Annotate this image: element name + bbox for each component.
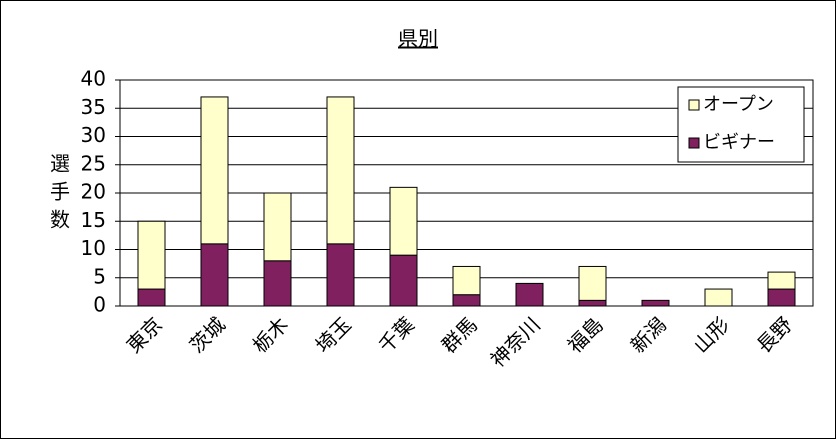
bar [389, 254, 418, 307]
bar [137, 288, 166, 307]
y-tick-label: 40 [81, 67, 106, 91]
bar [515, 282, 544, 307]
y-tick-label: 20 [81, 180, 106, 204]
legend-label: ビギナー [703, 132, 775, 153]
legend-swatch [688, 99, 700, 111]
legend-swatch [688, 137, 700, 149]
y-tick-label: 30 [81, 123, 106, 147]
bar [641, 299, 670, 307]
bar [452, 265, 481, 296]
bar [263, 192, 292, 262]
y-tick-label: 10 [81, 236, 106, 260]
y-tick-label: 15 [81, 208, 106, 232]
y-axis-label: 選手数 [47, 153, 71, 237]
y-tick-label: 25 [81, 151, 106, 175]
bar [137, 220, 166, 290]
bar [389, 186, 418, 256]
y-tick-label: 35 [81, 95, 106, 119]
bar [263, 260, 292, 307]
chart-title: 県別 [398, 27, 438, 51]
bar [767, 271, 796, 290]
bar [326, 96, 355, 245]
bar [578, 299, 607, 307]
bar [200, 96, 229, 245]
legend-label: オープン [703, 94, 774, 115]
bar [578, 265, 607, 301]
bar [767, 288, 796, 307]
y-tick-label: 5 [93, 264, 106, 288]
y-tick-label: 0 [93, 293, 106, 317]
bar [326, 243, 355, 307]
bar [200, 243, 229, 307]
bar [452, 294, 481, 307]
bar [704, 288, 733, 307]
